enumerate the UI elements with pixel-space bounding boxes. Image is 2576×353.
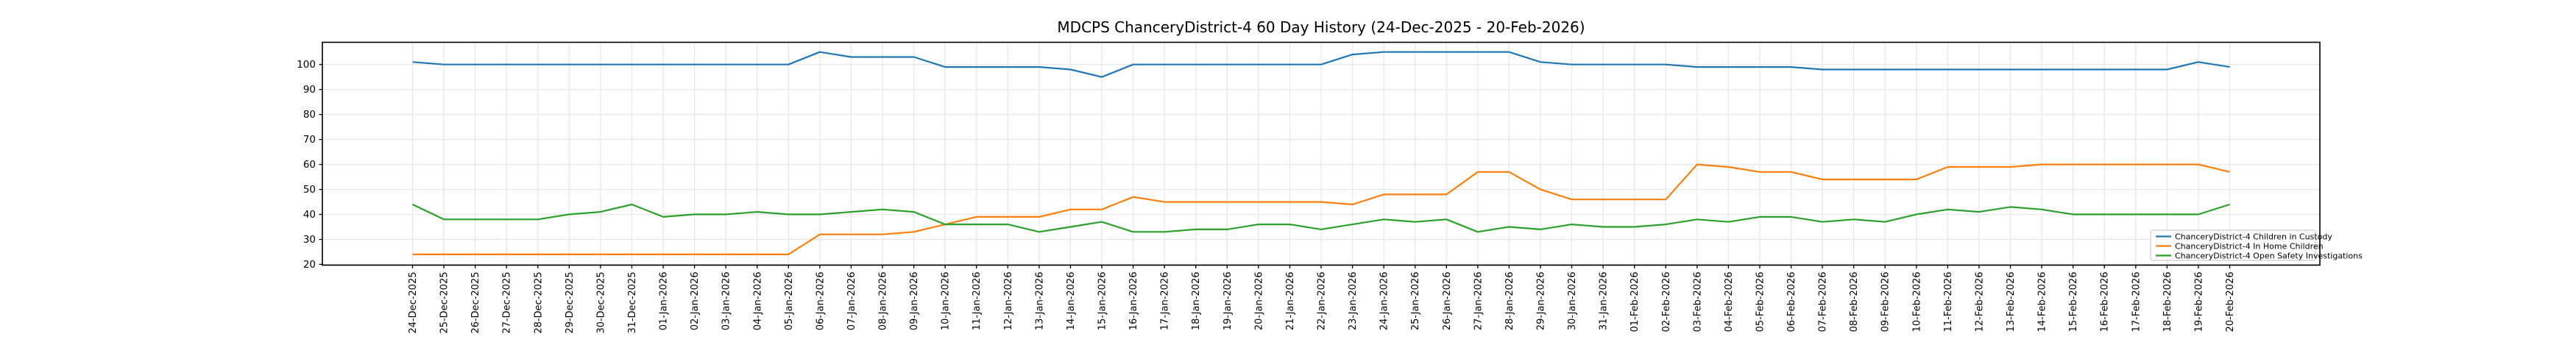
x-tick-label: 23-Jan-2026 xyxy=(1348,272,1359,331)
x-tick-label: 14-Jan-2026 xyxy=(1066,272,1077,331)
x-tick-label: 08-Jan-2026 xyxy=(878,272,889,331)
x-tick-label: 25-Jan-2026 xyxy=(1410,272,1421,331)
x-tick-label: 25-Dec-2025 xyxy=(439,272,450,334)
x-tick-label: 31-Dec-2025 xyxy=(627,272,638,334)
x-tick-label: 24-Jan-2026 xyxy=(1379,272,1390,331)
legend-label-1: ChanceryDistrict-4 In Home Children xyxy=(2175,241,2324,251)
legend-label-0: ChanceryDistrict-4 Children in Custody xyxy=(2175,232,2332,241)
grid-lines xyxy=(322,42,2320,265)
x-tick-label: 24-Dec-2025 xyxy=(408,272,419,334)
x-tick-label: 19-Feb-2026 xyxy=(2193,272,2204,332)
x-tick-label: 29-Jan-2026 xyxy=(1535,272,1546,331)
x-tick-label: 05-Feb-2026 xyxy=(1755,272,1766,332)
x-tick-label: 22-Jan-2026 xyxy=(1317,272,1328,331)
x-tick-label: 17-Feb-2026 xyxy=(2131,272,2142,332)
x-tick-label: 30-Jan-2026 xyxy=(1567,272,1578,331)
x-tick-label: 12-Jan-2026 xyxy=(1003,272,1014,331)
chart-title: MDCPS ChanceryDistrict-4 60 Day History … xyxy=(1057,18,1585,36)
legend: ChanceryDistrict-4 Children in CustodyCh… xyxy=(2150,229,2363,261)
x-tick-label: 13-Jan-2026 xyxy=(1034,272,1045,331)
x-tick-label: 16-Jan-2026 xyxy=(1128,272,1139,331)
y-tick-label: 60 xyxy=(303,159,316,171)
x-tick-label: 08-Feb-2026 xyxy=(1849,272,1860,332)
x-tick-label: 12-Feb-2026 xyxy=(1974,272,1985,332)
x-tick-label: 14-Feb-2026 xyxy=(2037,272,2048,332)
x-tick-label: 21-Jan-2026 xyxy=(1285,272,1296,331)
x-tick-labels: 24-Dec-2025 25-Dec-2025 26-Dec-2025 27-Dec-… xyxy=(408,271,2236,333)
x-tick-label: 15-Jan-2026 xyxy=(1097,272,1108,331)
x-tick-label: 27-Jan-2026 xyxy=(1473,271,1484,330)
x-tick-label: 31-Jan-2026 xyxy=(1599,272,1610,331)
x-tick-label: 28-Jan-2026 xyxy=(1504,272,1515,331)
plot-frame xyxy=(322,41,2321,266)
x-tick-label: 02-Feb-2026 xyxy=(1661,272,1672,332)
x-tick-label: 06-Jan-2026 xyxy=(815,272,826,331)
x-tick-label: 16-Feb-2026 xyxy=(2100,272,2111,332)
tick-marks xyxy=(319,64,2231,268)
x-tick-label: 20-Feb-2026 xyxy=(2225,272,2236,332)
x-tick-label: 29-Dec-2025 xyxy=(565,272,576,334)
y-tick-label: 30 xyxy=(303,234,316,246)
x-tick-label: 09-Jan-2026 xyxy=(909,272,920,331)
y-tick-label: 80 xyxy=(303,109,316,121)
x-tick-label: 07-Jan-2026 xyxy=(846,272,857,331)
x-tick-label: 30-Dec-2025 xyxy=(595,272,606,334)
x-tick-label: 18-Jan-2026 xyxy=(1191,272,1202,331)
x-tick-label: 03-Feb-2026 xyxy=(1692,272,1703,332)
x-tick-label: 19-Jan-2026 xyxy=(1222,272,1234,331)
x-tick-label: 04-Jan-2026 xyxy=(752,272,763,331)
x-tick-label: 03-Jan-2026 xyxy=(721,272,732,331)
series-line-0 xyxy=(412,51,2230,78)
y-tick-label: 50 xyxy=(303,184,316,196)
x-tick-label: 01-Jan-2026 xyxy=(659,272,670,331)
x-tick-label: 18-Feb-2026 xyxy=(2162,272,2173,332)
x-tick-label: 28-Dec-2025 xyxy=(533,272,544,334)
series-line-1 xyxy=(412,163,2230,255)
y-tick-label: 70 xyxy=(303,134,316,146)
x-tick-label: 11-Jan-2026 xyxy=(972,272,983,331)
x-tick-label: 15-Feb-2026 xyxy=(2068,272,2079,332)
x-tick-label: 07-Feb-2026 xyxy=(1818,272,1829,332)
x-tick-label: 04-Feb-2026 xyxy=(1724,272,1735,332)
x-tick-label: 09-Feb-2026 xyxy=(1880,272,1892,332)
x-tick-label: 01-Feb-2026 xyxy=(1630,272,1641,332)
y-tick-label: 20 xyxy=(303,259,316,271)
x-tick-label: 17-Jan-2026 xyxy=(1160,272,1171,331)
legend-box xyxy=(2150,229,2316,261)
legend-label-2: ChanceryDistrict-4 Open Safety Investiga… xyxy=(2175,251,2363,260)
x-tick-label: 13-Feb-2026 xyxy=(2006,272,2017,332)
y-tick-label: 90 xyxy=(303,84,316,96)
x-tick-label: 27-Dec-2025 xyxy=(502,272,513,334)
y-tick-label: 100 xyxy=(297,59,316,71)
x-tick-label: 10-Jan-2026 xyxy=(941,272,952,331)
x-tick-label: 02-Jan-2026 xyxy=(690,271,701,330)
x-tick-label: 11-Feb-2026 xyxy=(1943,272,1954,332)
x-tick-label: 05-Jan-2026 xyxy=(784,272,795,331)
x-tick-label: 10-Feb-2026 xyxy=(1911,272,1922,332)
x-tick-label: 06-Feb-2026 xyxy=(1786,272,1797,332)
series-line-2 xyxy=(412,203,2230,233)
x-tick-label: 26-Dec-2025 xyxy=(470,272,481,334)
y-tick-labels: 20 30 40 50 60 70 80 90 100 xyxy=(297,59,316,271)
x-tick-label: 26-Jan-2026 xyxy=(1442,272,1453,331)
x-tick-label: 20-Jan-2026 xyxy=(1253,272,1264,331)
y-tick-label: 40 xyxy=(303,209,316,221)
